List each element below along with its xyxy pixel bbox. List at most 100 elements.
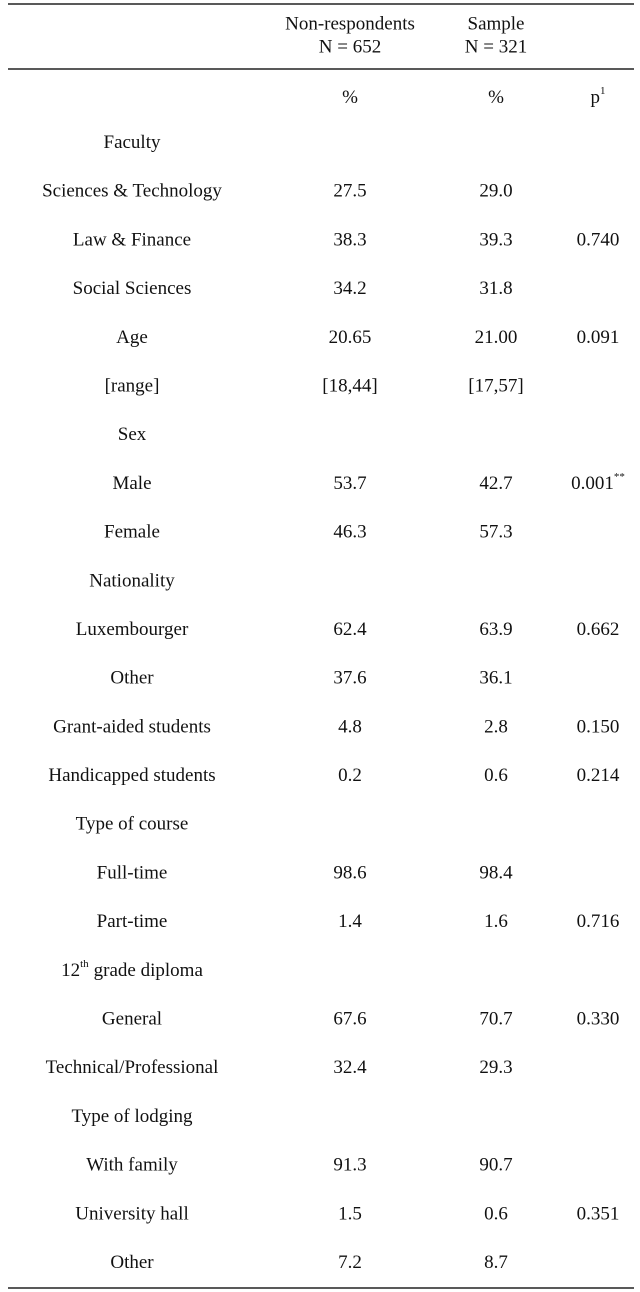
- row-label-text: [range]: [105, 376, 160, 397]
- value-cell: 67.6: [333, 1009, 366, 1030]
- unit-header-text: %: [342, 87, 358, 108]
- value-cell: [18,44]: [322, 376, 377, 397]
- value-cell-text: 57.3: [479, 522, 512, 543]
- value-cell-text: 0.091: [577, 327, 620, 348]
- value-cell-text: 34.2: [333, 278, 366, 299]
- value-cell-sup: **: [614, 470, 625, 482]
- value-cell-text: 0.716: [577, 911, 620, 932]
- value-cell-text: 29.3: [479, 1058, 512, 1079]
- unit-header: %: [342, 87, 358, 108]
- value-cell: 70.7: [479, 1009, 512, 1030]
- value-cell: 29.0: [479, 181, 512, 202]
- value-cell-text: 1.6: [484, 911, 508, 932]
- group-label: Faculty: [104, 132, 161, 153]
- value-cell-text: 98.4: [479, 863, 513, 884]
- row-label-text: Age: [116, 327, 148, 348]
- value-cell-text: 70.7: [479, 1009, 512, 1030]
- row-label: Sciences & Technology: [42, 181, 222, 202]
- row-label-text: Sciences & Technology: [42, 181, 222, 202]
- value-cell: 1.6: [484, 911, 508, 932]
- group-label-rest: grade diploma: [94, 960, 204, 981]
- row-label-text: Technical/Professional: [46, 1058, 219, 1079]
- group-label-text: Type of course: [76, 814, 189, 835]
- value-cell: 37.6: [333, 668, 366, 689]
- value-cell-text: 98.6: [333, 863, 366, 884]
- value-cell: 57.3: [479, 522, 512, 543]
- value-cell-text: 4.8: [338, 717, 362, 738]
- row-label: Social Sciences: [73, 278, 192, 299]
- value-cell: 1.4: [338, 911, 362, 932]
- value-cell-text: 62.4: [333, 619, 367, 640]
- row-label: Full-time: [97, 863, 168, 884]
- row-label: [range]: [105, 376, 160, 397]
- value-cell-text: 8.7: [484, 1252, 508, 1273]
- value-cell: 34.2: [333, 278, 366, 299]
- value-cell: 20.65: [329, 327, 372, 348]
- value-cell: 27.5: [333, 181, 366, 202]
- value-cell-text: 0.214: [577, 765, 620, 786]
- value-cell-text: 2.8: [484, 717, 508, 738]
- value-cell-text: 38.3: [333, 230, 366, 251]
- group-label: Type of lodging: [71, 1106, 193, 1127]
- row-label-text: Law & Finance: [73, 230, 191, 251]
- row-label: Technical/Professional: [46, 1058, 219, 1079]
- value-cell: 91.3: [333, 1155, 366, 1176]
- column-header: N = 321: [465, 36, 527, 57]
- value-cell-text: 20.65: [329, 327, 372, 348]
- unit-header: %: [488, 87, 504, 108]
- value-cell-text: 46.3: [333, 522, 366, 543]
- value-cell: 2.8: [484, 717, 508, 738]
- value-cell: 98.6: [333, 863, 366, 884]
- group-label: 12th grade diploma: [61, 957, 203, 981]
- row-label: Grant-aided students: [53, 717, 211, 738]
- row-label: Luxembourger: [76, 619, 189, 640]
- value-cell: 8.7: [484, 1252, 508, 1273]
- value-cell-text: 42.7: [479, 473, 512, 494]
- row-label-text: Male: [112, 473, 151, 494]
- row-label-text: Female: [104, 522, 160, 543]
- value-cell: 0.330: [577, 1009, 620, 1030]
- value-cell: 29.3: [479, 1058, 512, 1079]
- value-cell-text: 0.740: [577, 230, 620, 251]
- value-cell-text: 21.00: [475, 327, 518, 348]
- row-label: Female: [104, 522, 160, 543]
- row-label-text: University hall: [75, 1204, 188, 1225]
- row-label: Law & Finance: [73, 230, 191, 251]
- row-label-text: General: [102, 1009, 162, 1030]
- value-cell-text: [17,57]: [468, 376, 523, 397]
- value-cell-text: 67.6: [333, 1009, 366, 1030]
- value-cell: 53.7: [333, 473, 366, 494]
- value-cell-text: 7.2: [338, 1252, 362, 1273]
- value-cell: 63.9: [479, 619, 512, 640]
- value-cell: 39.3: [479, 230, 512, 251]
- value-cell: 0.662: [577, 619, 620, 640]
- value-cell-text: 0.6: [484, 1204, 508, 1225]
- value-cell: 0.716: [577, 911, 620, 932]
- row-label-text: Grant-aided students: [53, 717, 211, 738]
- unit-header-text: p: [591, 87, 601, 108]
- row-label: University hall: [75, 1204, 188, 1225]
- row-label-text: Part-time: [97, 911, 168, 932]
- value-cell: 31.8: [479, 278, 512, 299]
- row-label-text: Luxembourger: [76, 619, 189, 640]
- value-cell-text: 63.9: [479, 619, 512, 640]
- value-cell-text: 0.662: [577, 619, 620, 640]
- value-cell-text: 91.3: [333, 1155, 366, 1176]
- group-label-text: 12: [61, 960, 80, 981]
- group-label: Type of course: [76, 814, 189, 835]
- value-cell-text: 27.5: [333, 181, 366, 202]
- unit-header-text: %: [488, 87, 504, 108]
- group-label: Sex: [118, 425, 147, 446]
- value-cell-text: 0.6: [484, 765, 508, 786]
- value-cell: 0.150: [577, 717, 620, 738]
- value-cell: 62.4: [333, 619, 367, 640]
- group-label-text: Nationality: [89, 571, 175, 592]
- value-cell: 0.091: [577, 327, 620, 348]
- group-label-sup: th: [80, 957, 89, 969]
- value-cell: 46.3: [333, 522, 366, 543]
- value-cell-text: 37.6: [333, 668, 366, 689]
- row-label-text: Handicapped students: [48, 765, 215, 786]
- row-label-text: Full-time: [97, 863, 168, 884]
- column-header: Sample: [468, 13, 525, 34]
